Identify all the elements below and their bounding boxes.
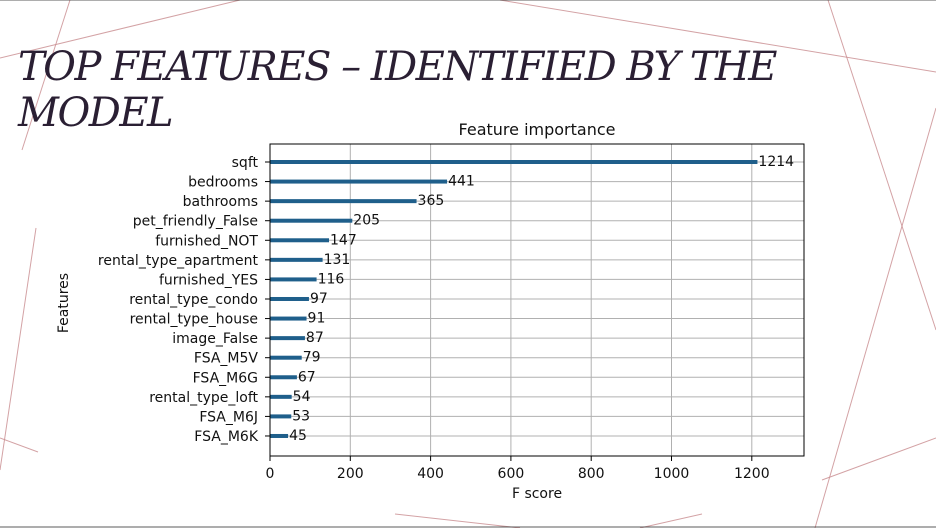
data-label: 87 bbox=[306, 330, 324, 346]
bar bbox=[270, 414, 292, 419]
data-label: 205 bbox=[353, 213, 380, 229]
data-label: 67 bbox=[298, 369, 316, 385]
data-label: 79 bbox=[303, 350, 321, 366]
category-label: sqft bbox=[232, 155, 259, 171]
category-label: furnished_NOT bbox=[155, 233, 258, 249]
data-label: 131 bbox=[324, 252, 351, 268]
bar bbox=[270, 218, 353, 223]
slide-title: TOP FEATURES – IDENTIFIED BY THE MODEL bbox=[18, 44, 777, 136]
deco-line bbox=[0, 437, 39, 453]
bar bbox=[270, 257, 323, 262]
category-label: rental_type_condo bbox=[129, 292, 258, 308]
bar bbox=[270, 296, 309, 301]
bar bbox=[270, 199, 417, 204]
category-label: FSA_M6K bbox=[194, 429, 259, 445]
category-label: rental_type_loft bbox=[149, 390, 258, 406]
x-tick-label: 800 bbox=[578, 466, 605, 482]
data-label: 53 bbox=[292, 408, 310, 424]
chart-title: Feature importance bbox=[459, 120, 616, 139]
category-label: rental_type_apartment bbox=[98, 253, 259, 269]
deco-line bbox=[21, 0, 71, 151]
data-label: 147 bbox=[330, 232, 357, 248]
deco-line bbox=[394, 513, 521, 528]
deco-line bbox=[639, 513, 703, 528]
x-tick-label: 400 bbox=[417, 466, 444, 482]
deco-line bbox=[0, 0, 241, 59]
x-tick-label: 1000 bbox=[654, 466, 690, 482]
data-label: 45 bbox=[289, 428, 307, 444]
data-label: 1214 bbox=[758, 154, 794, 170]
x-tick-label: 600 bbox=[498, 466, 525, 482]
category-label: pet_friendly_False bbox=[133, 214, 258, 230]
category-label: image_False bbox=[172, 331, 258, 347]
bar bbox=[270, 238, 330, 243]
bar bbox=[270, 277, 317, 282]
category-label: furnished_YES bbox=[159, 272, 258, 288]
category-label: FSA_M5V bbox=[194, 351, 259, 367]
bar bbox=[270, 433, 289, 438]
bar bbox=[270, 394, 292, 399]
category-label: bathrooms bbox=[183, 194, 258, 210]
x-axis-label: F score bbox=[512, 486, 562, 502]
x-tick-label: 0 bbox=[266, 466, 275, 482]
category-label: FSA_M6G bbox=[193, 370, 258, 386]
bar bbox=[270, 375, 297, 380]
category-label: rental_type_house bbox=[130, 312, 258, 328]
x-tick-label: 200 bbox=[337, 466, 364, 482]
bar bbox=[270, 160, 758, 164]
deco-line bbox=[827, 0, 936, 331]
bar bbox=[270, 355, 302, 360]
y-axis-label: Features bbox=[56, 273, 72, 333]
data-label: 441 bbox=[448, 174, 475, 190]
category-label: FSA_M6J bbox=[199, 409, 258, 425]
data-label: 91 bbox=[308, 311, 326, 327]
data-label: 116 bbox=[318, 271, 345, 287]
deco-line bbox=[0, 227, 37, 471]
bar bbox=[270, 316, 307, 321]
plot-frame bbox=[269, 143, 805, 457]
bar bbox=[270, 179, 448, 184]
data-label: 365 bbox=[418, 193, 445, 209]
x-tick-label: 1200 bbox=[734, 466, 770, 482]
deco-line bbox=[499, 0, 936, 73]
data-label: 54 bbox=[293, 389, 311, 405]
deco-line bbox=[821, 437, 936, 481]
deco-line bbox=[814, 107, 936, 528]
data-label: 97 bbox=[310, 291, 328, 307]
bar bbox=[270, 336, 305, 341]
category-label: bedrooms bbox=[188, 175, 258, 191]
